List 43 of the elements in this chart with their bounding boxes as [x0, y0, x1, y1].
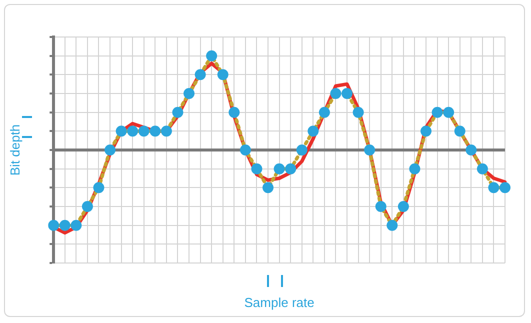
- point: [285, 163, 296, 174]
- point: [194, 69, 206, 80]
- point: [70, 220, 82, 231]
- point: [432, 106, 443, 118]
- point: [375, 201, 386, 212]
- x-axis-title: Sample rate: [244, 294, 314, 310]
- point: [420, 126, 432, 137]
- point: [308, 126, 319, 137]
- point: [454, 126, 466, 137]
- point: [364, 144, 376, 156]
- point: [184, 88, 195, 99]
- point: [251, 163, 262, 174]
- point: [398, 201, 409, 212]
- point: [274, 163, 285, 174]
- point: [59, 220, 70, 231]
- point: [206, 50, 218, 62]
- point: [386, 220, 398, 231]
- point: [127, 126, 138, 137]
- point: [342, 88, 353, 99]
- point: [104, 144, 116, 156]
- point: [82, 201, 93, 212]
- y-axis-title: Bit depth: [7, 124, 22, 176]
- point: [352, 106, 364, 118]
- point: [150, 126, 161, 137]
- point: [476, 163, 488, 174]
- point: [138, 126, 150, 137]
- point: [262, 182, 274, 194]
- point: [217, 69, 228, 80]
- point: [466, 144, 477, 156]
- point: [409, 163, 420, 174]
- point: [116, 126, 127, 137]
- point: [296, 144, 308, 156]
- point: [93, 182, 104, 194]
- point: [500, 182, 510, 194]
- point: [488, 182, 500, 194]
- point: [172, 106, 184, 118]
- point: [318, 106, 330, 118]
- point: [48, 220, 60, 231]
- point: [443, 106, 454, 118]
- point: [228, 106, 240, 118]
- point: [160, 126, 172, 137]
- point: [330, 88, 342, 99]
- point: [240, 144, 251, 156]
